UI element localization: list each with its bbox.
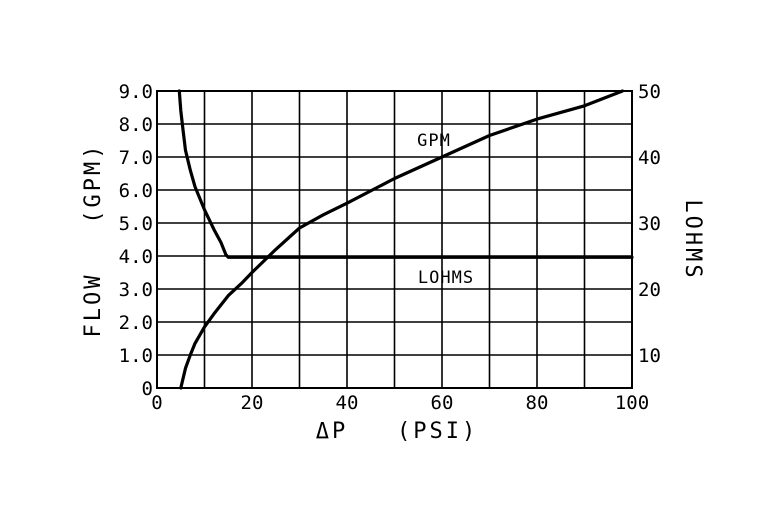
- x-tick-label: 60: [431, 392, 454, 414]
- y-tick-label: 2.0: [119, 312, 153, 334]
- series-label-lohms: LOHMS: [418, 268, 474, 288]
- x-axis-title: ΔP (PSI): [316, 419, 478, 444]
- grid: [156, 90, 633, 389]
- y-tick-label: 3.0: [119, 279, 153, 301]
- y-tick-label: 7.0: [119, 147, 153, 169]
- y2-axis-title: LOHMS: [680, 199, 705, 280]
- y-tick-label: 0: [142, 378, 153, 400]
- series-line-gpm: [179, 89, 625, 390]
- y2-tick-label: 30: [638, 213, 661, 235]
- curves: [177, 89, 634, 390]
- y-axis-title: FLOW (GPM): [81, 143, 106, 338]
- y2-tick-label: 20: [638, 279, 661, 301]
- x-tick-label: 80: [526, 392, 549, 414]
- y-tick-label: 9.0: [119, 81, 153, 103]
- x-tick-label: 20: [241, 392, 264, 414]
- series-line-lohms: [177, 89, 634, 259]
- x-tick-label: 0: [151, 392, 162, 414]
- series-label-gpm: GPM: [417, 131, 451, 151]
- plot-frame: [156, 90, 633, 389]
- y2-tick-label: 10: [638, 345, 661, 367]
- y-tick-label: 4.0: [119, 246, 153, 268]
- y-tick-label: 5.0: [119, 213, 153, 235]
- x-tick-label: 100: [615, 392, 649, 414]
- y2-tick-label: 50: [638, 81, 661, 103]
- y-tick-label: 8.0: [119, 114, 153, 136]
- y-tick-label: 1.0: [119, 345, 153, 367]
- tick-labels: 0 20 40 60 80 100 0 1.0 2.0 3.0 4.0 5.0 6.0 7.0 8.0 9.0…: [119, 81, 661, 414]
- y2-tick-label: 40: [638, 147, 661, 169]
- x-tick-label: 40: [336, 392, 359, 414]
- y-tick-label: 6.0: [119, 180, 153, 202]
